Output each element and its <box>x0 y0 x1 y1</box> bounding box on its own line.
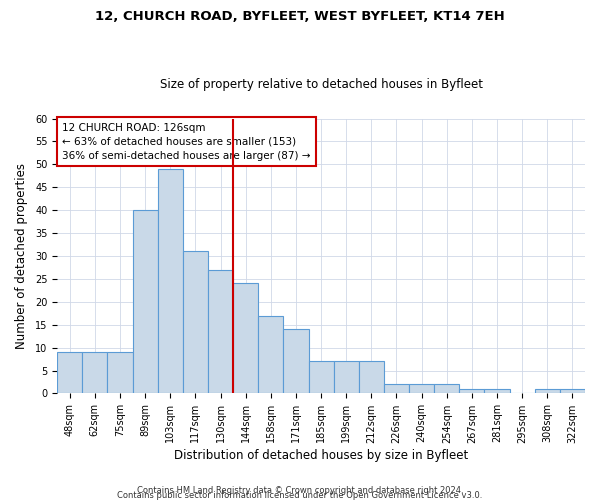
Bar <box>535 389 560 394</box>
Bar <box>258 316 283 394</box>
Bar <box>82 352 107 394</box>
Bar <box>409 384 434 394</box>
Bar <box>233 284 258 394</box>
Bar <box>460 389 484 394</box>
Bar <box>334 362 359 394</box>
Bar <box>133 210 158 394</box>
Bar <box>57 352 82 394</box>
Y-axis label: Number of detached properties: Number of detached properties <box>15 163 28 349</box>
Text: 12, CHURCH ROAD, BYFLEET, WEST BYFLEET, KT14 7EH: 12, CHURCH ROAD, BYFLEET, WEST BYFLEET, … <box>95 10 505 23</box>
Bar <box>359 362 384 394</box>
Bar <box>308 362 334 394</box>
Bar <box>484 389 509 394</box>
Text: Contains public sector information licensed under the Open Government Licence v3: Contains public sector information licen… <box>118 491 482 500</box>
Bar <box>158 169 183 394</box>
Bar <box>107 352 133 394</box>
Bar <box>208 270 233 394</box>
Bar <box>560 389 585 394</box>
Bar <box>283 330 308 394</box>
Bar <box>384 384 409 394</box>
X-axis label: Distribution of detached houses by size in Byfleet: Distribution of detached houses by size … <box>174 450 468 462</box>
Title: Size of property relative to detached houses in Byfleet: Size of property relative to detached ho… <box>160 78 482 91</box>
Bar <box>183 252 208 394</box>
Text: 12 CHURCH ROAD: 126sqm
← 63% of detached houses are smaller (153)
36% of semi-de: 12 CHURCH ROAD: 126sqm ← 63% of detached… <box>62 122 311 160</box>
Bar <box>434 384 460 394</box>
Text: Contains HM Land Registry data © Crown copyright and database right 2024.: Contains HM Land Registry data © Crown c… <box>137 486 463 495</box>
